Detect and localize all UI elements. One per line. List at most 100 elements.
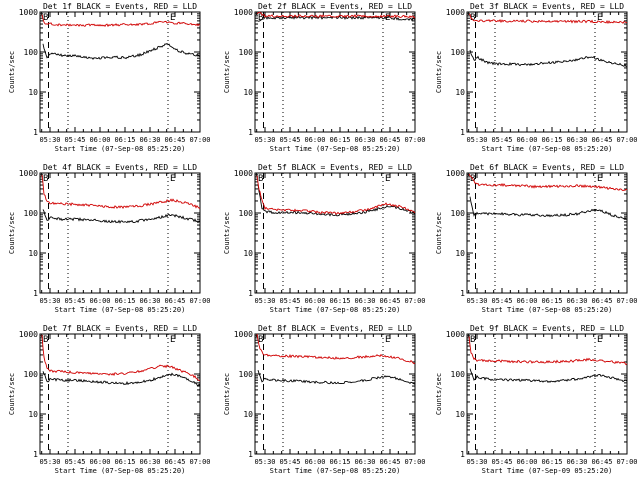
x-tick-label: 05:45 xyxy=(279,297,300,305)
y-tick-label: 1000 xyxy=(19,8,38,17)
y-tick-label: 10 xyxy=(28,88,38,97)
y-tick-label: 1 xyxy=(248,450,253,459)
end-marker-label: E xyxy=(597,13,602,23)
begin-marker-label: B xyxy=(470,335,475,345)
y-tick-label: 1000 xyxy=(446,8,465,17)
y-tick-label: 10 xyxy=(243,249,253,258)
x-tick-label: 06:00 xyxy=(89,458,110,466)
lld-series-line xyxy=(41,174,201,209)
chart-panel-8: Det 8f BLACK = Events, RED = LLD 1 10 100 10… xyxy=(223,324,426,475)
y-tick-label: 100 xyxy=(239,370,254,379)
x-tick-label: 06:00 xyxy=(89,136,110,144)
x-tick-label: 05:30 xyxy=(254,136,275,144)
y-tick-label: 1 xyxy=(33,450,38,459)
y-tick-label: 10 xyxy=(28,249,38,258)
begin-marker-label: B xyxy=(43,174,48,184)
y-tick-label: 1000 xyxy=(234,169,253,178)
x-tick-label: 06:30 xyxy=(566,136,587,144)
x-tick-label: 05:30 xyxy=(39,297,60,305)
x-tick-label: 06:45 xyxy=(591,297,612,305)
begin-marker-label: B xyxy=(258,335,263,345)
y-tick-label: 100 xyxy=(239,209,254,218)
y-tick-label: 1 xyxy=(460,289,465,298)
x-tick-label: 06:15 xyxy=(329,136,350,144)
begin-marker-label: B xyxy=(258,13,263,23)
chart-panel-9: Det 9f BLACK = Events, RED = LLD 1 10 100 10… xyxy=(435,324,638,475)
x-tick-label: 05:45 xyxy=(64,136,85,144)
chart-title: Det 5f BLACK = Events, RED = LLD xyxy=(258,163,412,172)
x-tick-label: 05:45 xyxy=(64,297,85,305)
plot-frame xyxy=(254,11,416,133)
x-tick-label: 06:15 xyxy=(541,297,562,305)
x-tick-label: 06:00 xyxy=(304,297,325,305)
y-tick-label: 100 xyxy=(24,209,39,218)
chart-panel-5: Det 5f BLACK = Events, RED = LLD 1 10 100 10… xyxy=(223,163,426,314)
chart-title: Det 9f BLACK = Events, RED = LLD xyxy=(470,324,624,333)
end-marker-label: E xyxy=(385,13,390,23)
x-axis-label: Start Time (07-Sep-08 05:25:20) xyxy=(482,306,613,314)
y-tick-label: 100 xyxy=(451,370,466,379)
y-axis-label: Counts/sec xyxy=(435,51,443,93)
chart-panel-3: Det 3f BLACK = Events, RED = LLD 1 10 100 10… xyxy=(435,2,638,153)
lld-series-line xyxy=(41,14,201,28)
x-tick-label: 06:00 xyxy=(516,458,537,466)
x-axis-label: Start Time (07-Sep-08 05:25:20) xyxy=(270,467,401,475)
x-tick-label: 07:00 xyxy=(189,297,210,305)
x-tick-label: 05:30 xyxy=(466,458,487,466)
x-tick-label: 06:30 xyxy=(354,297,375,305)
y-tick-label: 100 xyxy=(451,48,466,57)
end-marker-label: E xyxy=(385,335,390,345)
x-tick-label: 05:45 xyxy=(279,136,300,144)
lld-series-line xyxy=(256,11,416,19)
x-axis-label: Start Time (07-Sep-08 05:25:20) xyxy=(270,145,401,153)
plot-frame xyxy=(39,172,201,294)
x-axis-label: Start Time (07-Sep-08 05:25:20) xyxy=(482,145,613,153)
x-tick-label: 06:15 xyxy=(114,458,135,466)
y-tick-label: 1 xyxy=(460,450,465,459)
x-tick-label: 05:30 xyxy=(466,297,487,305)
x-tick-label: 06:45 xyxy=(591,458,612,466)
chart-panel-1: Det 1f BLACK = Events, RED = LLD 1 10 100 10… xyxy=(8,2,211,153)
x-tick-label: 05:30 xyxy=(466,136,487,144)
end-marker-label: E xyxy=(597,335,602,345)
y-tick-label: 1000 xyxy=(19,169,38,178)
x-tick-label: 06:00 xyxy=(89,297,110,305)
lld-series-line xyxy=(256,175,416,215)
x-tick-label: 06:45 xyxy=(591,136,612,144)
x-tick-label: 06:30 xyxy=(566,297,587,305)
events-series-line xyxy=(469,49,628,68)
y-axis-label: Counts/sec xyxy=(8,212,16,254)
chart-title: Det 8f BLACK = Events, RED = LLD xyxy=(258,324,412,333)
x-tick-label: 06:15 xyxy=(541,458,562,466)
end-marker-label: E xyxy=(385,174,390,184)
y-tick-label: 100 xyxy=(239,48,254,57)
x-tick-label: 06:00 xyxy=(304,458,325,466)
y-axis-label: Counts/sec xyxy=(223,212,231,254)
x-tick-label: 07:00 xyxy=(404,458,425,466)
y-tick-label: 1000 xyxy=(446,169,465,178)
y-axis-label: Counts/sec xyxy=(223,51,231,93)
chart-title: Det 1f BLACK = Events, RED = LLD xyxy=(43,2,197,11)
y-tick-label: 1 xyxy=(248,128,253,137)
plot-frame xyxy=(254,172,416,294)
x-tick-label: 06:45 xyxy=(164,297,185,305)
events-series-line xyxy=(42,209,201,224)
chart-panel-7: Det 7f BLACK = Events, RED = LLD 1 10 100 10… xyxy=(8,324,211,475)
plot-frame xyxy=(39,333,201,455)
chart-title: Det 6f BLACK = Events, RED = LLD xyxy=(470,163,624,172)
x-axis-label: Start Time (07-Sep-08 05:25:20) xyxy=(55,467,186,475)
x-axis-label: Start Time (07-Sep-09 05:25:20) xyxy=(482,467,613,475)
y-tick-label: 1 xyxy=(33,289,38,298)
x-tick-label: 07:00 xyxy=(616,136,637,144)
chart-panel-6: Det 6f BLACK = Events, RED = LLD 1 10 100 10… xyxy=(435,163,638,314)
x-tick-label: 06:45 xyxy=(379,136,400,144)
plot-frame xyxy=(466,333,628,455)
x-tick-label: 05:30 xyxy=(39,136,60,144)
x-tick-label: 06:30 xyxy=(139,458,160,466)
x-tick-label: 06:15 xyxy=(114,136,135,144)
chart-panel-2: Det 2f BLACK = Events, RED = LLD 1 10 100 10… xyxy=(223,2,426,153)
end-marker-label: E xyxy=(170,174,175,184)
x-axis-label: Start Time (07-Sep-08 05:25:20) xyxy=(270,306,401,314)
y-axis-label: Counts/sec xyxy=(8,373,16,415)
x-tick-label: 06:30 xyxy=(139,136,160,144)
